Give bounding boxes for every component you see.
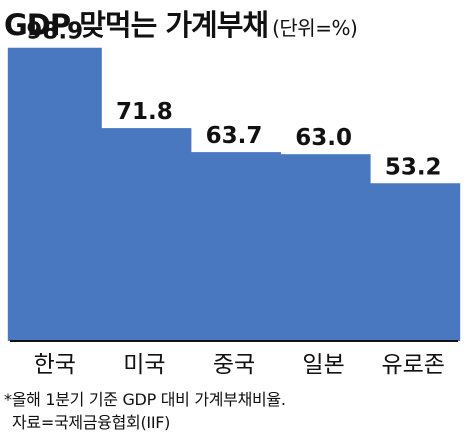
- value-label-5: 53.2: [385, 154, 442, 180]
- footnote: *올해 1분기 기준 GDP 대비 가계부채비율.: [4, 390, 286, 409]
- chart-title-block: GDP 맞먹는 가계부채 (단위=%): [4, 2, 358, 44]
- value-label-1: 98.9: [26, 19, 83, 45]
- bar-2: [97, 128, 192, 341]
- bars-group: [7, 47, 461, 342]
- chart-unit-label: (단위=%): [272, 16, 358, 40]
- value-label-4: 63.0: [295, 125, 352, 151]
- bar-5: [366, 183, 461, 341]
- category-label-4: 일본: [302, 352, 344, 378]
- value-label-3: 63.7: [206, 123, 263, 149]
- chart-title: GDP 맞먹는 가계부채: [4, 8, 269, 42]
- category-label-2: 미국: [123, 352, 165, 378]
- bar-3: [187, 152, 281, 341]
- value-label-2: 71.8: [116, 99, 173, 125]
- bar-4: [276, 154, 371, 341]
- category-label-3: 중국: [213, 352, 255, 378]
- source-note: 자료=국제금융협회(IIF): [12, 413, 171, 432]
- category-label-5: 유로존: [381, 352, 444, 378]
- bar-1: [7, 47, 102, 342]
- category-label-1: 한국: [34, 352, 76, 378]
- labels-group: 98.9 한국 71.8 미국 63.7 중국 63.0 일본 53.2 유로존: [26, 19, 445, 378]
